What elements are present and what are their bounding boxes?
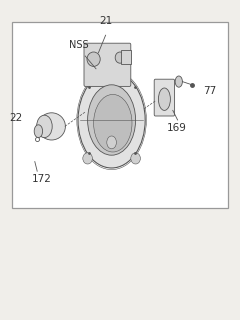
- Ellipse shape: [88, 85, 136, 155]
- Text: 169: 169: [167, 123, 186, 133]
- Ellipse shape: [38, 113, 65, 140]
- FancyBboxPatch shape: [154, 79, 175, 116]
- Ellipse shape: [94, 94, 132, 152]
- Ellipse shape: [36, 115, 52, 138]
- Ellipse shape: [158, 88, 170, 110]
- Text: NSS: NSS: [69, 40, 89, 50]
- Ellipse shape: [175, 76, 182, 87]
- FancyBboxPatch shape: [84, 43, 131, 86]
- Ellipse shape: [83, 153, 92, 164]
- Bar: [121, 50, 131, 64]
- Ellipse shape: [87, 52, 100, 67]
- Text: 172: 172: [32, 174, 52, 184]
- Text: 22: 22: [10, 113, 23, 124]
- Ellipse shape: [107, 136, 116, 149]
- Ellipse shape: [115, 52, 125, 63]
- Bar: [12, 22, 228, 208]
- Text: 21: 21: [99, 16, 112, 26]
- Text: 77: 77: [203, 86, 216, 96]
- Ellipse shape: [34, 125, 43, 138]
- Ellipse shape: [131, 153, 140, 164]
- Ellipse shape: [78, 72, 145, 168]
